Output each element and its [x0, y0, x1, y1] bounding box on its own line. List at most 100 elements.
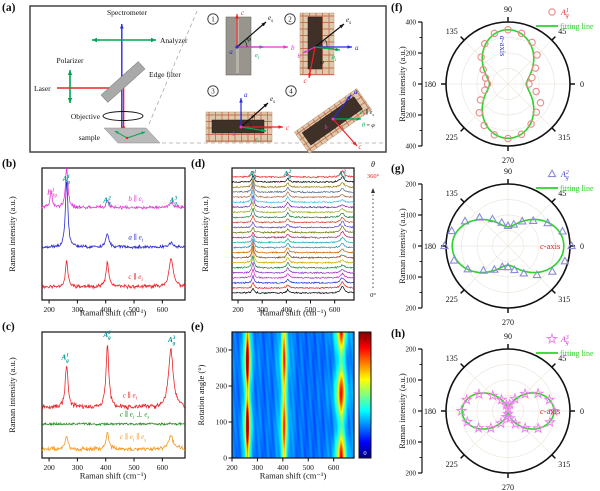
stack-trace: [231, 230, 355, 240]
stack-trace: [231, 170, 355, 179]
svg-text:200: 200: [406, 112, 417, 120]
svg-text:200: 200: [406, 50, 417, 58]
svg-text:45: 45: [558, 27, 566, 36]
panel-label-e: (e): [191, 321, 204, 333]
svg-text:135: 135: [446, 27, 458, 36]
svg-text:600: 600: [157, 305, 169, 314]
h-y-axis-title: Raman intensity (a.u.): [397, 373, 407, 449]
fitting-line: [451, 218, 565, 274]
svg-text:200: 200: [406, 346, 417, 354]
svg-text:b: b: [325, 125, 328, 131]
svg-text:270: 270: [502, 483, 514, 491]
svg-text:100: 100: [406, 439, 417, 447]
heatmap-image: [232, 332, 354, 458]
svg-text:90: 90: [504, 167, 512, 176]
svg-text:0: 0: [580, 80, 584, 89]
svg-text:fitting line: fitting line: [560, 22, 594, 31]
svg-text:90: 90: [504, 332, 512, 341]
svg-text:b: b: [233, 132, 236, 138]
svg-text:es: es: [270, 95, 275, 105]
d-x-axis-title: Raman shift (cm⁻¹): [259, 307, 327, 318]
panel-label-d: (d): [191, 158, 206, 170]
svg-text:0: 0: [413, 81, 417, 89]
svg-text:A3g: A3 g: [167, 335, 176, 346]
svg-text:270: 270: [502, 156, 514, 165]
stack-trace: [231, 254, 355, 269]
svg-text:b: b: [298, 54, 301, 60]
svg-text:c: c: [358, 143, 362, 151]
stack-trace: [231, 174, 355, 184]
c-y-axis-title: Raman intensity (a.u.): [7, 357, 17, 433]
svg-text:200: 200: [43, 305, 55, 314]
g-y-axis-title: Raman intensity (a.u.): [397, 208, 407, 284]
stack-trace: [231, 194, 355, 209]
svg-text:270: 270: [502, 318, 514, 327]
svg-text:es: es: [268, 14, 273, 24]
svg-text:fitting line: fitting line: [560, 349, 594, 358]
svg-text:400: 400: [281, 305, 293, 314]
spectrum-trace: [41, 421, 185, 427]
heatmap-e-axes: 200 300 400 500 600 0 100 200 300 1 0: [216, 331, 372, 472]
svg-text:0: 0: [580, 407, 584, 416]
svg-text:b ∥ ei: b ∥ ei: [128, 195, 143, 205]
stack-trace: [231, 238, 355, 249]
svg-text:θ = φ: θ = φ: [362, 123, 375, 129]
stack-trace: [231, 248, 355, 265]
svg-text:a: a: [354, 88, 358, 96]
svg-text:180: 180: [424, 80, 436, 89]
panel-label-f: (f): [391, 2, 403, 14]
svg-text:400: 400: [100, 305, 112, 314]
stack-trace: [231, 244, 355, 259]
svg-text:a ∥ ei: a ∥ ei: [128, 233, 143, 243]
svg-text:0°: 0°: [370, 292, 376, 299]
svg-text:0: 0: [363, 450, 366, 457]
spectrum-trace: [41, 344, 186, 410]
svg-text:135: 135: [446, 354, 458, 363]
data-points: [475, 25, 545, 143]
svg-text:Spectrometer: Spectrometer: [107, 8, 147, 17]
spectra-b: 200 300 400 500 600 c ∥ ei a ∥ ei b ∥ ei B1 3g A1 g…: [41, 167, 186, 314]
stack-trace: [231, 241, 355, 254]
svg-text:A1g: A1 g: [248, 169, 257, 180]
svg-text:1: 1: [211, 16, 215, 24]
svg-text:45: 45: [558, 354, 566, 363]
stack-trace: [231, 208, 355, 219]
spectrum-trace: [41, 167, 186, 211]
svg-text:4: 4: [289, 88, 293, 96]
svg-text:A1g: A1 g: [61, 353, 70, 364]
svg-text:100: 100: [406, 377, 417, 385]
svg-text:225: 225: [446, 133, 458, 142]
svg-text:135: 135: [446, 189, 458, 198]
svg-text:200: 200: [216, 382, 228, 391]
svg-text:c ∥ ei: c ∥ ei: [128, 273, 143, 283]
panel-a-schematic: Spectrometer Analyzer Polarizer Laser Edge f…: [29, 5, 387, 154]
stack-trace: [231, 189, 355, 204]
svg-text:A2g: A2 g: [102, 330, 111, 341]
svg-text:600: 600: [157, 463, 169, 472]
svg-text:c-axis: c-axis: [540, 406, 560, 416]
stack-trace: [231, 268, 355, 280]
svg-text:200: 200: [232, 305, 244, 314]
svg-text:sample: sample: [79, 133, 101, 142]
svg-text:a-axis: a-axis: [498, 36, 508, 57]
svg-text:φ: φ: [251, 113, 255, 120]
svg-text:400: 400: [406, 143, 417, 151]
svg-text:3: 3: [211, 88, 215, 96]
fitting-line: [481, 29, 535, 140]
svg-text:c ∥ ei ∥ es: c ∥ ei ∥ es: [120, 433, 146, 443]
svg-text:es: es: [346, 16, 351, 26]
svg-text:2: 2: [288, 16, 292, 24]
svg-text:Polarizer: Polarizer: [56, 56, 84, 65]
e-x-axis-title: Raman shift (cm⁻¹): [259, 470, 327, 481]
svg-text:0: 0: [223, 454, 227, 463]
stack-trace: [231, 274, 355, 285]
svg-text:A3g: A3 g: [560, 335, 569, 346]
svg-text:ei: ei: [255, 137, 260, 144]
svg-text:200: 200: [226, 463, 238, 472]
d-y-axis-title: Raman intensity (a.u.): [200, 196, 210, 272]
svg-text:c ∥ ei: c ∥ ei: [123, 392, 138, 402]
data-points: [455, 387, 560, 434]
svg-text:φ: φ: [247, 36, 251, 43]
